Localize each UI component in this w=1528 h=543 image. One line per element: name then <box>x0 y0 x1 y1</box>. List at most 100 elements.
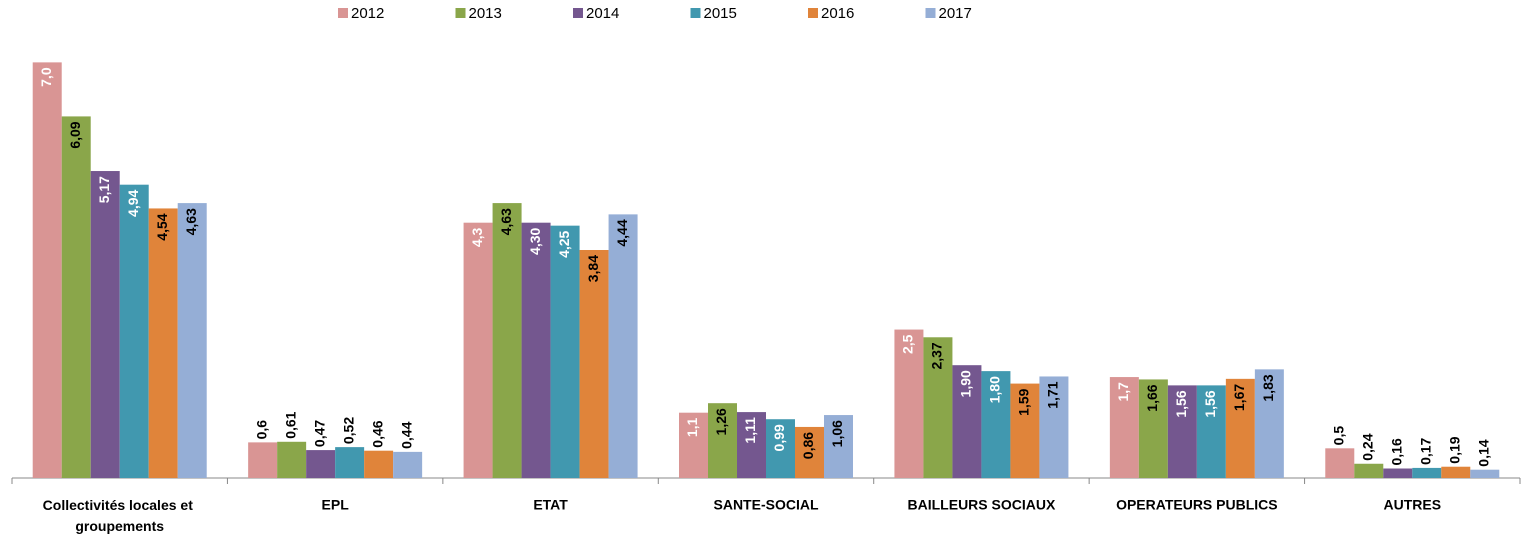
bar <box>550 225 580 478</box>
bar <box>579 250 609 478</box>
bar <box>521 222 551 478</box>
legend-label: 2014 <box>586 5 619 22</box>
value-label: 1,56 <box>1202 390 1218 417</box>
bar <box>1254 369 1284 478</box>
value-label: 0,14 <box>1475 439 1491 466</box>
bar <box>608 214 638 478</box>
value-label: 4,30 <box>527 227 543 254</box>
value-label: 4,3 <box>469 227 485 247</box>
x-tick-label: EPL <box>322 497 350 513</box>
legend-swatch <box>690 8 701 18</box>
value-label: 0,99 <box>771 424 787 451</box>
value-label: 4,54 <box>154 213 170 240</box>
value-label: 0,44 <box>398 421 414 448</box>
value-label: 1,90 <box>958 370 974 397</box>
bar <box>824 415 853 478</box>
bar <box>335 447 365 478</box>
value-label: 4,94 <box>125 189 141 216</box>
value-label: 0,17 <box>1417 437 1433 464</box>
bar <box>1138 379 1168 478</box>
value-label: 5,17 <box>96 176 112 203</box>
legend-swatch <box>573 8 583 18</box>
legend-swatch <box>455 8 466 18</box>
bar <box>90 171 120 478</box>
value-label: 2,37 <box>929 342 945 369</box>
bar <box>1470 469 1500 478</box>
value-label: 0,47 <box>311 420 327 447</box>
bar <box>1441 466 1471 478</box>
value-label: 2,5 <box>900 334 916 354</box>
value-label: 4,63 <box>498 208 514 235</box>
bar <box>981 371 1011 478</box>
x-tick-label: Collectivités locales et groupements <box>43 497 197 534</box>
bar <box>248 442 278 478</box>
value-label: 1,7 <box>1115 382 1131 402</box>
value-label: 1,83 <box>1260 374 1276 401</box>
bar <box>1412 467 1442 478</box>
bar <box>1354 463 1384 478</box>
value-label: 0,16 <box>1388 438 1404 465</box>
value-label: 0,6 <box>253 420 269 440</box>
value-label: 1,1 <box>684 417 700 437</box>
legend-label: 2016 <box>821 5 854 22</box>
bar <box>492 203 522 478</box>
bar <box>1109 377 1139 478</box>
value-label: 0,24 <box>1359 433 1375 460</box>
legend-swatch <box>338 8 348 18</box>
bar <box>679 412 708 478</box>
value-label: 1,11 <box>742 417 758 444</box>
bar <box>32 62 62 478</box>
bar <box>1010 383 1040 478</box>
value-label: 4,63 <box>183 208 199 235</box>
value-label: 0,52 <box>340 417 356 444</box>
x-tick-label: SANTE-SOCIAL <box>714 497 819 513</box>
bar <box>708 403 737 478</box>
bar <box>277 441 307 478</box>
bar <box>177 203 207 478</box>
bar <box>795 426 824 478</box>
value-label: 0,5 <box>1330 426 1346 446</box>
bar <box>1383 468 1413 478</box>
legend-label: 2013 <box>469 5 502 22</box>
value-label: 1,06 <box>829 420 845 447</box>
bar <box>61 116 91 478</box>
value-label: 7,0 <box>38 67 54 87</box>
value-label: 0,19 <box>1446 436 1462 463</box>
value-label: 1,26 <box>713 408 729 435</box>
x-tick-label: BAILLEURS SOCIAUX <box>908 497 1056 513</box>
bar <box>894 329 924 478</box>
bar <box>1039 376 1069 478</box>
x-tick-label: AUTRES <box>1384 497 1442 513</box>
value-label: 1,59 <box>1016 388 1032 415</box>
bar <box>952 365 982 478</box>
bar <box>923 337 953 478</box>
x-tick-label: OPERATEURS PUBLICS <box>1116 497 1278 513</box>
x-tick-label: ETAT <box>533 497 568 513</box>
value-label: 1,71 <box>1045 381 1061 408</box>
bar <box>119 184 149 478</box>
legend-label: 2017 <box>939 5 972 22</box>
bar <box>1325 448 1355 478</box>
bar <box>306 450 336 478</box>
value-label: 1,80 <box>987 376 1003 403</box>
bar <box>364 450 394 478</box>
value-label: 0,61 <box>282 411 298 438</box>
value-label: 4,25 <box>556 230 572 257</box>
bar <box>1225 378 1255 478</box>
value-label: 1,66 <box>1144 384 1160 411</box>
value-label: 6,09 <box>67 121 83 148</box>
value-label: 3,84 <box>585 255 601 282</box>
legend-label: 2012 <box>351 5 384 22</box>
legend-label: 2015 <box>704 5 737 22</box>
value-label: 1,56 <box>1173 390 1189 417</box>
value-label: 4,44 <box>614 219 630 246</box>
value-label: 1,67 <box>1231 384 1247 411</box>
value-label: 0,86 <box>800 432 816 459</box>
bar <box>463 222 493 478</box>
value-label: 0,46 <box>369 420 385 447</box>
bar <box>1196 385 1226 478</box>
legend-swatch <box>808 8 818 18</box>
bar <box>148 208 178 478</box>
bar <box>766 419 795 478</box>
